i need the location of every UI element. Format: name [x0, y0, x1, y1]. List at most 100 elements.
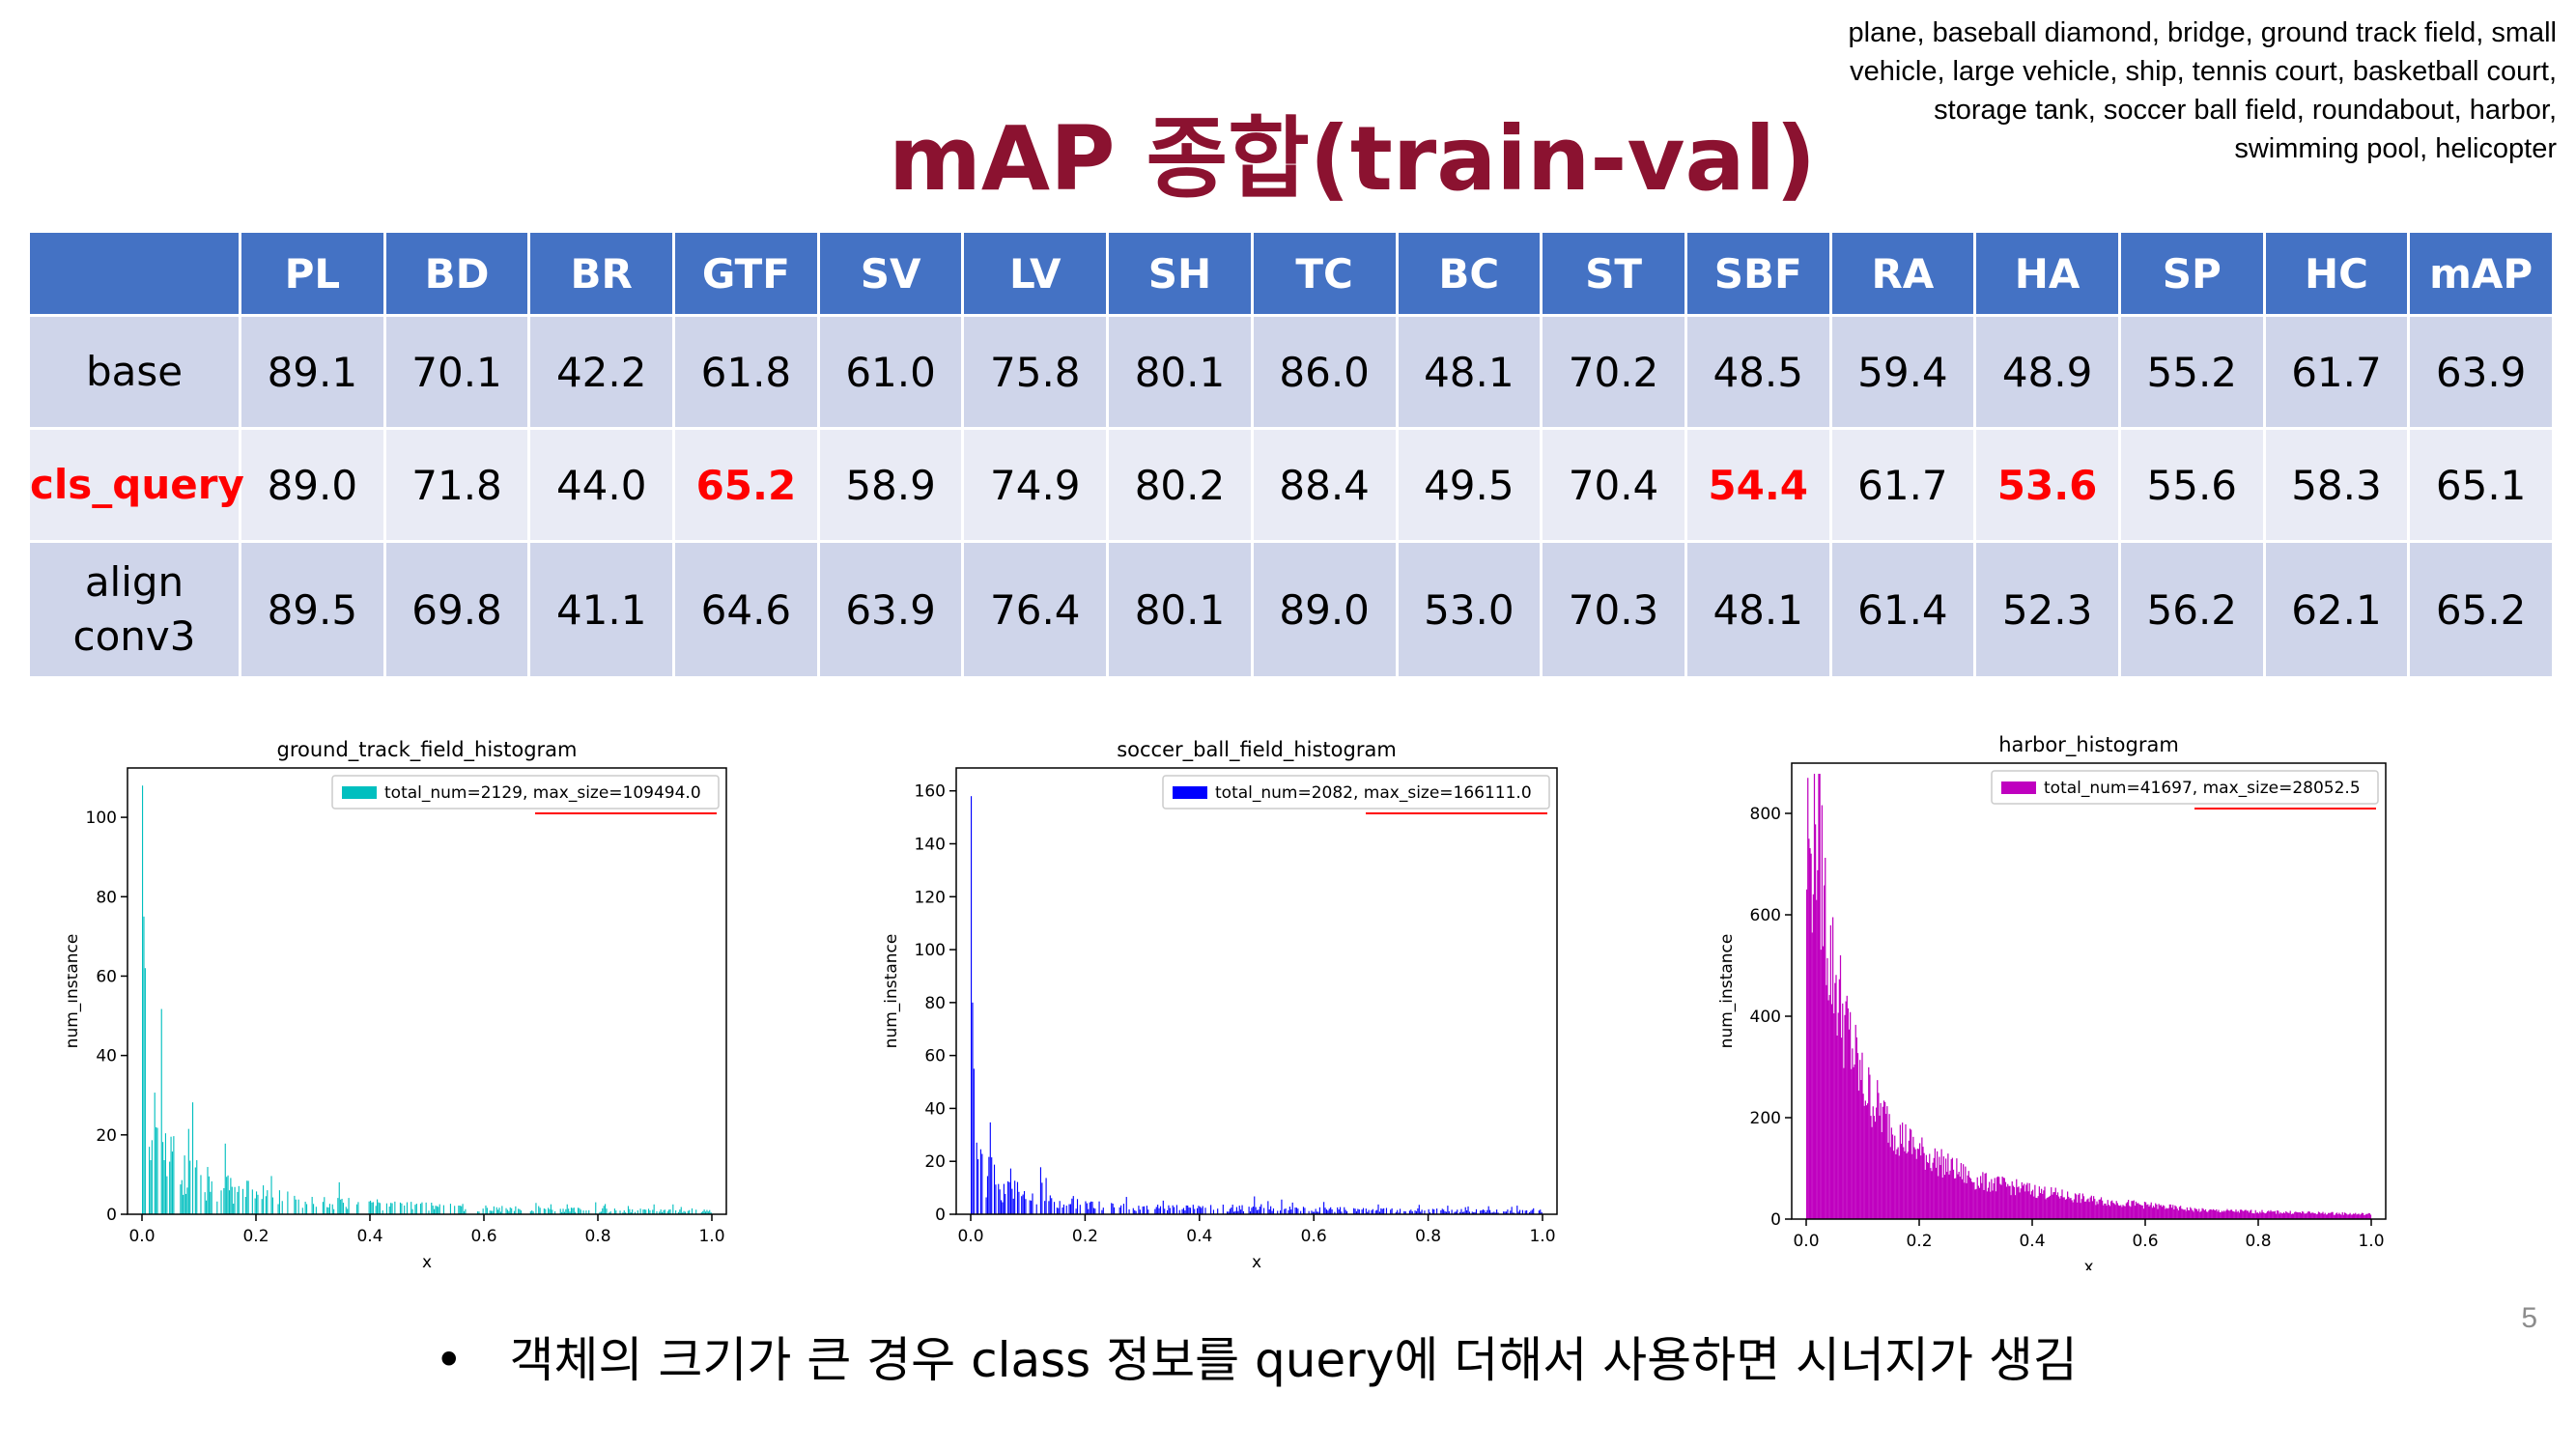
histogram-bar	[1404, 1211, 1406, 1214]
histogram-bar	[1471, 1211, 1473, 1214]
histogram-bar	[1924, 1169, 1926, 1219]
histogram-bar	[2288, 1212, 2290, 1219]
histogram-bar	[1484, 1209, 1486, 1214]
histogram-bar	[2269, 1211, 2271, 1219]
histogram-bar	[1985, 1173, 1987, 1219]
histogram-bar	[2252, 1212, 2254, 1219]
histogram-bar	[2213, 1209, 2216, 1219]
histogram-bar	[463, 1210, 466, 1214]
column-header-lv: LV	[961, 230, 1110, 317]
histogram-bar	[1118, 1207, 1120, 1214]
table-row: cls_query 89.0 71.8 44.0 65.2 58.9 74.9 80.2 88.…	[27, 427, 2555, 543]
histogram-bar	[515, 1206, 517, 1214]
histogram-bar	[998, 1183, 1000, 1214]
histogram-bar	[2351, 1214, 2353, 1219]
histogram-bar	[606, 1208, 608, 1214]
histogram-bar	[1965, 1166, 1967, 1219]
histogram-bar	[2010, 1195, 2012, 1219]
histogram-bar	[1874, 1122, 1877, 1219]
histogram-bar	[2230, 1209, 2233, 1219]
histogram-bar	[1873, 1116, 1875, 1219]
x-tick-label: 0.8	[1415, 1227, 1441, 1246]
y-tick-label: 0	[935, 1206, 946, 1225]
histogram-bar	[1075, 1208, 1077, 1214]
histogram-bar	[1919, 1143, 1921, 1219]
histogram-bar	[2251, 1212, 2253, 1219]
x-tick-label: 1.0	[2358, 1232, 2384, 1251]
histogram-bar	[2130, 1207, 2132, 1219]
histogram-bar	[1044, 1201, 1046, 1214]
histogram-bar	[543, 1208, 545, 1214]
histogram-bar	[181, 1179, 183, 1214]
histogram-bar	[2090, 1195, 2092, 1219]
histogram-bar	[196, 1160, 198, 1214]
histogram-bar	[1288, 1207, 1290, 1214]
histogram-bar	[2076, 1194, 2078, 1219]
histogram-bar	[1192, 1205, 1194, 1214]
chart-title: soccer_ball_field_histogram	[1117, 738, 1397, 762]
histogram-bar	[1381, 1208, 1383, 1214]
histogram-bar	[163, 1160, 165, 1214]
histogram-bar	[1229, 1208, 1231, 1214]
histogram-bar	[1984, 1173, 1986, 1219]
histogram-bar	[2295, 1211, 2297, 1219]
histogram-bar	[304, 1202, 306, 1214]
histogram-bar	[2068, 1196, 2070, 1219]
histogram-bar	[1921, 1137, 1923, 1219]
histogram-bar	[2131, 1201, 2133, 1219]
table-cell: 63.9	[2407, 314, 2555, 430]
histogram-bar	[2013, 1186, 2016, 1219]
histogram-bar	[1330, 1207, 1332, 1214]
histogram-bar	[1234, 1210, 1236, 1214]
legend-swatch	[2001, 781, 2036, 794]
histogram-bar	[1894, 1135, 1896, 1219]
column-header-sh: SH	[1106, 230, 1254, 317]
histogram-bar	[2343, 1212, 2346, 1219]
histogram-bar	[2079, 1193, 2081, 1219]
histogram-bar	[1091, 1201, 1093, 1214]
histogram-bar	[1415, 1210, 1418, 1214]
histogram-bar	[2300, 1213, 2303, 1219]
histogram-bar	[1144, 1206, 1146, 1214]
histogram-bar	[1228, 1211, 1230, 1214]
histogram-bar	[2121, 1207, 2123, 1219]
histogram-bar	[1494, 1212, 1496, 1214]
histogram-bar	[588, 1209, 590, 1214]
histogram-bar	[2303, 1211, 2305, 1219]
histogram-bar	[1981, 1182, 1983, 1219]
histogram-bar	[171, 1151, 174, 1214]
histogram-bar	[1098, 1201, 1100, 1214]
histogram-bar	[682, 1212, 684, 1214]
histogram-bar	[2328, 1212, 2330, 1219]
histogram-bar	[495, 1207, 497, 1214]
histogram-bar	[2016, 1179, 2018, 1219]
histogram-bar	[680, 1207, 682, 1214]
histogram-bar	[2217, 1211, 2219, 1219]
histogram-bar	[1860, 1080, 1862, 1219]
histogram-bar	[985, 1197, 987, 1214]
histogram-bar	[1835, 975, 1837, 1219]
histogram-bar	[1848, 1029, 1851, 1219]
histogram-bar	[492, 1210, 494, 1214]
histogram-bar	[143, 916, 145, 1214]
histogram-bar	[414, 1205, 416, 1214]
histogram-bar	[518, 1208, 520, 1214]
histogram-bar	[1867, 1103, 1869, 1219]
histogram-bar	[1158, 1208, 1160, 1214]
histogram-bar	[1072, 1196, 1074, 1214]
histogram-bar	[1839, 954, 1842, 1219]
histogram-bar	[1982, 1172, 1984, 1219]
histogram-bar	[2120, 1205, 2122, 1219]
histogram-bar	[2114, 1205, 2116, 1219]
histogram-bar	[1041, 1182, 1043, 1214]
histogram-bar	[1816, 899, 1818, 1219]
y-tick-label: 200	[1750, 1109, 1781, 1128]
histogram-bar	[338, 1181, 340, 1214]
histogram-bar	[1201, 1208, 1203, 1214]
histogram-bar	[1971, 1181, 1973, 1219]
histogram-bar	[1182, 1208, 1185, 1214]
histogram-bar	[1168, 1205, 1170, 1214]
histogram-bar	[2223, 1210, 2225, 1219]
histogram-bar	[995, 1184, 997, 1214]
histogram-bar	[2347, 1214, 2349, 1219]
